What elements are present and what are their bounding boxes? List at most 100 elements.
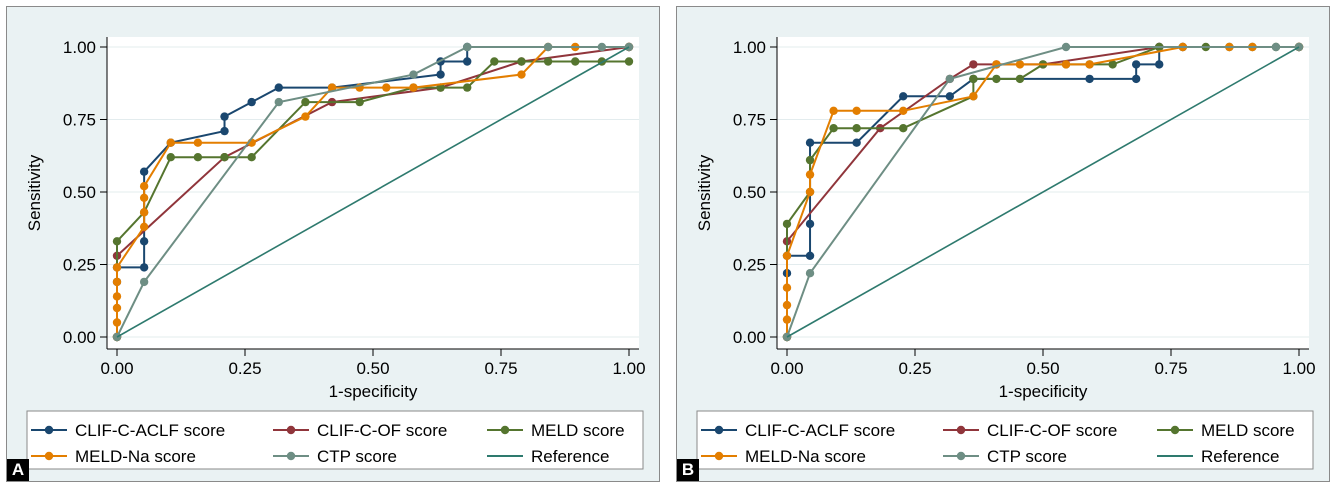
- data-point-meld-score: [1108, 60, 1117, 69]
- data-point-clif-c-aclf-score: [139, 237, 149, 246]
- panel-b: 0.00 0.25 0.50 0.75 1.00 0.00 0.25 0.50 0.75 1.00…: [676, 6, 1330, 482]
- data-point-meld-na-score: [327, 83, 337, 92]
- data-point-meld-na-score: [899, 106, 908, 116]
- panel-label-b: B: [677, 459, 699, 481]
- data-point-meld-na-score: [112, 292, 122, 301]
- panel-label-a: A: [7, 459, 29, 481]
- data-point-meld-na-score: [382, 83, 391, 92]
- legend-box: [696, 410, 1314, 470]
- data-point-clif-c-aclf-score: [945, 92, 955, 101]
- data-point-clif-c-aclf-score: [1131, 74, 1141, 84]
- y-tick-label: 1.00: [733, 38, 766, 57]
- data-point-clif-c-aclf-score: [220, 126, 229, 136]
- legend-marker-meld-score: [1170, 425, 1180, 435]
- data-point-meld-na-score: [301, 112, 310, 121]
- legend-marker-meld-na-score: [714, 451, 724, 461]
- data-point-clif-c-aclf-score: [1085, 74, 1094, 84]
- data-point-clif-c-aclf-score: [805, 138, 815, 147]
- plot-area: [107, 37, 639, 349]
- legend-label-clif-c-of-score: CLIF-C-OF score: [987, 421, 1117, 440]
- legend-label-clif-c-aclf-score: CLIF-C-ACLF score: [75, 421, 225, 440]
- data-point-meld-score: [112, 237, 122, 246]
- data-point-meld-score: [624, 57, 634, 66]
- data-point-meld-na-score: [193, 138, 203, 147]
- legend-marker-clif-c-aclf-score: [714, 425, 724, 435]
- x-tick-label: 0.25: [898, 359, 931, 378]
- y-tick-label: 1.00: [63, 38, 96, 57]
- x-tick-label: 1.00: [1282, 359, 1315, 378]
- x-tick-label: 0.00: [770, 359, 803, 378]
- data-point-meld-na-score: [782, 283, 792, 292]
- data-point-clif-c-aclf-score: [463, 57, 472, 66]
- data-point-ctp-score: [945, 74, 955, 84]
- legend-label-meld-score: MELD score: [1201, 421, 1295, 440]
- data-point-clif-c-aclf-score: [1131, 60, 1141, 69]
- y-tick-label: 0.00: [733, 328, 766, 347]
- x-tick-label: 0.50: [1026, 359, 1059, 378]
- data-point-meld-score: [355, 97, 364, 107]
- legend-label-clif-c-of-score: CLIF-C-OF score: [317, 421, 447, 440]
- legend-label-clif-c-aclf-score: CLIF-C-ACLF score: [745, 421, 895, 440]
- legend-marker-clif-c-of-score: [286, 425, 296, 435]
- data-point-meld-na-score: [782, 300, 792, 310]
- data-point-clif-c-aclf-score: [805, 251, 815, 260]
- data-point-meld-na-score: [139, 222, 149, 231]
- data-point-meld-na-score: [805, 170, 815, 179]
- y-tick-label: 0.75: [63, 111, 96, 130]
- x-tick-label: 0.25: [228, 359, 261, 378]
- panel-a: 0.00 0.25 0.50 0.75 1.00 0.00 0.25 0.50 0.75 1.00…: [6, 6, 660, 482]
- data-point-clif-c-aclf-score: [220, 112, 229, 121]
- y-tick-label: 0.25: [63, 256, 96, 275]
- data-point-meld-na-score: [782, 251, 792, 260]
- data-point-ctp-score: [463, 42, 472, 52]
- plot-area: [777, 37, 1309, 349]
- series-line-meld-na-score: [116, 46, 629, 337]
- data-point-meld-score: [899, 124, 908, 133]
- legend-label-meld-na-score: MELD-Na score: [745, 447, 866, 466]
- data-point-meld-na-score: [969, 92, 978, 101]
- y-tick-label: 0.75: [733, 111, 766, 130]
- x-tick-label: 1.00: [612, 359, 645, 378]
- x-axis-label: 1-specificity: [999, 382, 1088, 401]
- data-point-meld-na-score: [112, 263, 122, 272]
- data-point-meld-score: [490, 57, 499, 66]
- data-point-meld-score: [543, 57, 553, 66]
- data-point-clif-c-aclf-score: [247, 97, 256, 107]
- data-point-meld-score: [193, 153, 203, 162]
- data-point-clif-c-aclf-score: [139, 167, 149, 176]
- legend-label-reference: Reference: [531, 447, 609, 466]
- data-point-meld-score: [1015, 74, 1025, 84]
- data-point-meld-na-score: [112, 277, 122, 287]
- legend-label-ctp-score: CTP score: [987, 447, 1067, 466]
- series-line-reference: [116, 46, 630, 338]
- legend-box: [26, 410, 644, 470]
- x-axis-label: 1-specificity: [329, 382, 418, 401]
- data-point-meld-score: [829, 124, 838, 133]
- data-point-clif-c-aclf-score: [1155, 60, 1164, 69]
- x-tick-label: 0.00: [100, 359, 133, 378]
- roc-chart-b: 0.00 0.25 0.50 0.75 1.00 0.00 0.25 0.50 0.75 1.00…: [695, 37, 1316, 470]
- data-point-clif-c-aclf-score: [805, 219, 815, 229]
- y-axis-label: Sensitivity: [25, 154, 44, 231]
- data-point-meld-na-score: [139, 208, 149, 217]
- data-point-meld-na-score: [112, 318, 122, 327]
- data-point-meld-na-score: [829, 106, 838, 116]
- data-point-meld-score: [517, 57, 526, 66]
- legend-label-ctp-score: CTP score: [317, 447, 397, 466]
- data-point-meld-na-score: [409, 83, 418, 92]
- data-point-meld-score: [571, 57, 580, 66]
- data-point-meld-na-score: [112, 303, 122, 313]
- legend-marker-meld-na-score: [44, 451, 54, 461]
- data-point-meld-score: [805, 155, 815, 165]
- data-point-clif-c-of-score: [969, 60, 978, 69]
- y-tick-label: 0.50: [733, 183, 766, 202]
- data-point-meld-score: [852, 124, 861, 133]
- legend-label-meld-score: MELD score: [531, 421, 625, 440]
- legend-marker-meld-score: [500, 425, 510, 435]
- data-point-meld-score: [782, 219, 792, 229]
- data-point-clif-c-aclf-score: [436, 70, 445, 79]
- data-point-meld-na-score: [517, 70, 526, 79]
- x-tick-label: 0.50: [356, 359, 389, 378]
- data-point-ctp-score: [139, 277, 149, 287]
